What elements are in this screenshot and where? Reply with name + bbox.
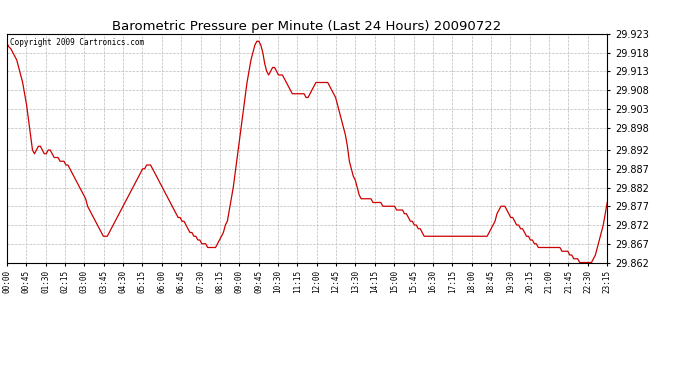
Title: Barometric Pressure per Minute (Last 24 Hours) 20090722: Barometric Pressure per Minute (Last 24 … [112,20,502,33]
Text: Copyright 2009 Cartronics.com: Copyright 2009 Cartronics.com [10,38,144,47]
